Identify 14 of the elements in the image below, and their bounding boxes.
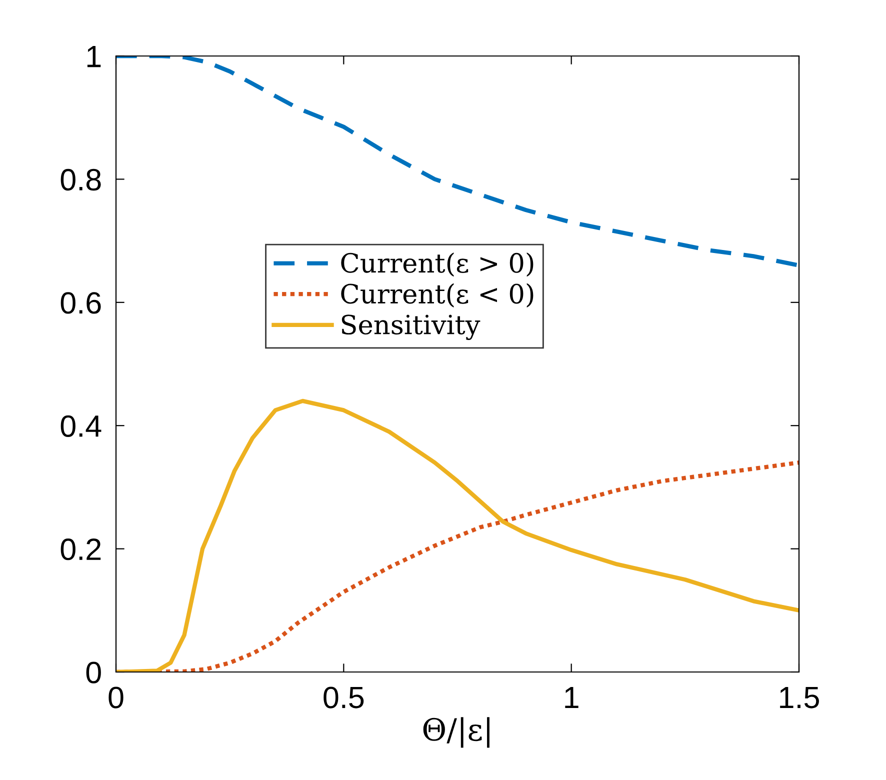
x-tick-label: 1.5 <box>780 687 819 708</box>
legend-label: Sensitivity <box>342 314 480 340</box>
y-tick-label: 0.2 <box>60 538 101 560</box>
x-tick-label: 0.5 <box>324 686 364 708</box>
y-tick-label: 0.8 <box>60 168 101 191</box>
y-tick-label: 0 <box>86 662 101 684</box>
y-tick-label: 0.6 <box>60 292 101 314</box>
y-tick-label: 1 <box>87 46 101 68</box>
x-tick-label: 0 <box>108 686 124 708</box>
x-tick-label: 1 <box>565 687 578 708</box>
legend-label: Current(ε > 0) <box>341 252 534 277</box>
x-axis-title: Θ/|ε| <box>423 717 490 748</box>
legend-label: Current(ε < 0) <box>341 283 534 308</box>
y-tick-label: 0.4 <box>60 415 102 437</box>
